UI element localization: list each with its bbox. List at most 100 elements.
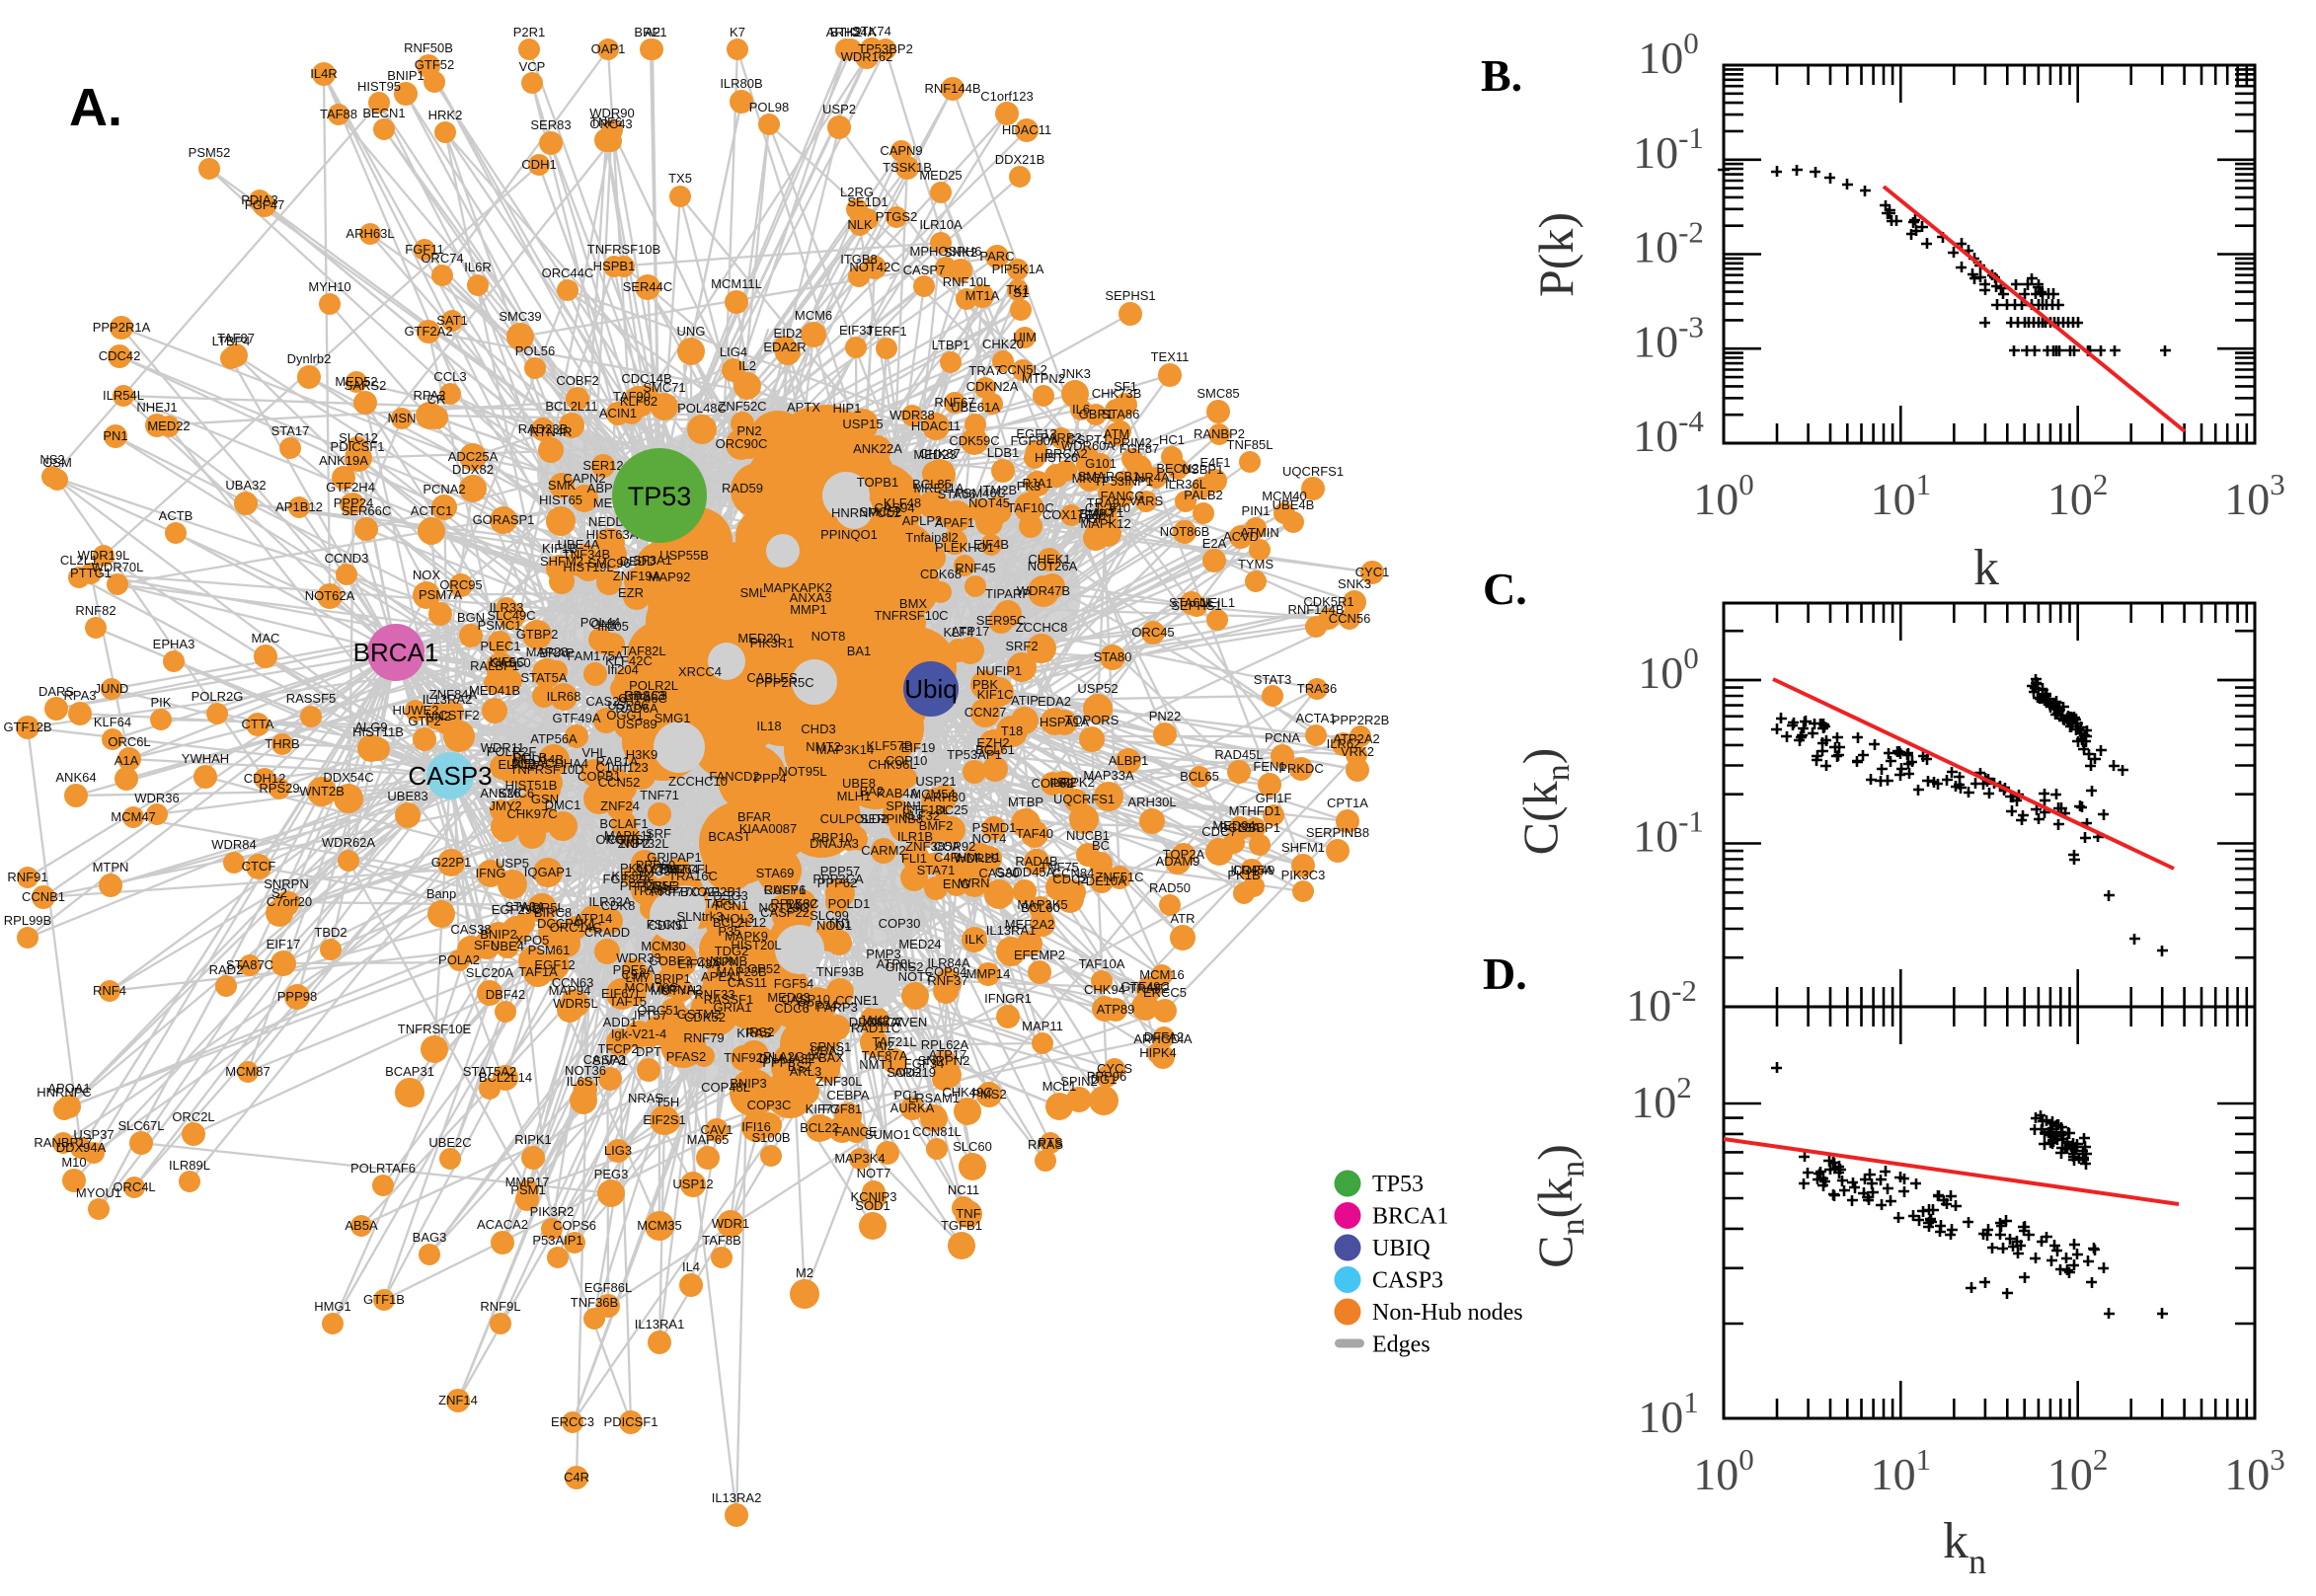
svg-text:CAS30: CAS30 (978, 866, 1019, 880)
svg-text:MED24: MED24 (898, 937, 941, 951)
svg-text:BTK2: BTK2 (830, 25, 863, 39)
svg-text:PSMC1: PSMC1 (478, 618, 522, 633)
svg-text:ZNF2: ZNF2 (618, 836, 651, 851)
svg-text:DDX82: DDX82 (452, 462, 494, 477)
svg-text:H3K9: H3K9 (626, 747, 658, 762)
svg-text:PPP69: PPP69 (636, 858, 675, 873)
svg-text:PSM1: PSM1 (510, 1182, 545, 1197)
svg-text:RNF144B: RNF144B (924, 81, 980, 96)
svg-text:BCL61: BCL61 (975, 742, 1015, 757)
svg-text:BCL60: BCL60 (1021, 900, 1060, 915)
svg-text:COP48L: COP48L (701, 1080, 750, 1095)
svg-text:ATR: ATR (1170, 911, 1195, 926)
svg-text:ORC74: ORC74 (421, 251, 463, 266)
svg-text:ZNF52C: ZNF52C (718, 399, 766, 414)
svg-text:TNFRSF10B: TNFRSF10B (587, 242, 660, 257)
svg-text:TOPB1: TOPB1 (857, 475, 898, 490)
svg-text:COPS6: COPS6 (553, 1218, 596, 1233)
svg-text:OGG1: OGG1 (606, 708, 644, 722)
svg-text:STAT3: STAT3 (1254, 672, 1292, 687)
svg-text:UBIQ: UBIQ (1372, 1236, 1430, 1261)
svg-text:BAX: BAX (818, 1050, 844, 1065)
svg-text:CPT1A: CPT1A (1327, 796, 1368, 810)
svg-text:SF1: SF1 (1114, 379, 1137, 394)
svg-text:POLD1: POLD1 (828, 896, 871, 911)
svg-text:ILR36L: ILR36L (1165, 477, 1206, 492)
svg-text:IL13RA2: IL13RA2 (712, 1490, 762, 1505)
svg-text:CYC1: CYC1 (1355, 565, 1390, 579)
svg-text:ARH30L: ARH30L (1127, 795, 1176, 809)
svg-text:C.: C. (1483, 564, 1527, 614)
svg-text:TP53: TP53 (1372, 1172, 1424, 1197)
svg-text:AVEN: AVEN (893, 1015, 927, 1029)
svg-text:TRA36: TRA36 (1297, 681, 1337, 696)
svg-text:TNF: TNF (956, 1206, 980, 1221)
svg-text:TNFRSF10E: TNFRSF10E (398, 1022, 472, 1036)
svg-text:APOA1: APOA1 (47, 1081, 90, 1096)
svg-text:MCM11L: MCM11L (711, 276, 762, 291)
svg-text:ITM2B: ITM2B (979, 483, 1017, 497)
svg-text:IL6R: IL6R (464, 260, 491, 274)
svg-text:PJA1: PJA1 (1022, 476, 1052, 491)
svg-text:KIAA0087: KIAA0087 (739, 821, 798, 836)
svg-text:P53AIP1: P53AIP1 (532, 1233, 582, 1248)
svg-text:CCNB1: CCNB1 (22, 889, 65, 904)
svg-text:HMG1: HMG1 (314, 1299, 351, 1314)
svg-text:COP52: COP52 (738, 961, 781, 976)
svg-text:STA80: STA80 (1094, 649, 1132, 664)
svg-text:WDR84: WDR84 (211, 837, 257, 852)
svg-text:PCNA2: PCNA2 (423, 482, 465, 496)
svg-text:PPP3CA: PPP3CA (812, 872, 864, 886)
svg-text:EID2: EID2 (774, 326, 803, 341)
svg-text:SE1D1: SE1D1 (847, 194, 888, 209)
svg-text:RAB4A: RAB4A (877, 786, 919, 800)
svg-text:k: k (1973, 540, 1999, 596)
svg-text:CCN81L: CCN81L (912, 1124, 962, 1139)
svg-text:PSM61: PSM61 (528, 943, 571, 957)
svg-text:WDR62A: WDR62A (322, 835, 376, 850)
svg-text:FAM175A: FAM175A (567, 648, 623, 663)
svg-text:ZCCHC10: ZCCHC10 (668, 774, 728, 789)
svg-text:NOX: NOX (413, 568, 441, 582)
svg-text:CDH1: CDH1 (521, 157, 556, 172)
svg-text:CHK87: CHK87 (919, 446, 961, 461)
svg-text:DPT: DPT (636, 1044, 661, 1059)
svg-text:BRCA1: BRCA1 (1372, 1204, 1448, 1230)
svg-text:ANK22A: ANK22A (853, 441, 902, 456)
svg-text:MYOU1: MYOU1 (76, 1185, 121, 1200)
svg-text:IL13RA1: IL13RA1 (635, 1317, 685, 1331)
svg-text:TP53: TP53 (628, 482, 692, 511)
svg-text:GTF2H4: GTF2H4 (326, 480, 375, 494)
svg-text:ATP56A: ATP56A (530, 731, 578, 746)
svg-text:HSPB1: HSPB1 (593, 259, 636, 273)
svg-text:LIG3: LIG3 (604, 1143, 632, 1158)
svg-text:MCM35: MCM35 (637, 1218, 682, 1233)
svg-text:MT1A: MT1A (965, 288, 1000, 303)
svg-text:CDH12: CDH12 (244, 771, 286, 786)
svg-text:CDK5: CDK5 (649, 918, 683, 933)
svg-text:TNFRSF10C: TNFRSF10C (874, 608, 948, 623)
svg-text:STA61L: STA61L (1169, 595, 1214, 610)
svg-text:A1A: A1A (115, 753, 139, 768)
svg-text:A.: A. (69, 78, 122, 137)
svg-text:MRE11A: MRE11A (913, 481, 964, 495)
svg-text:CCL3: CCL3 (433, 369, 466, 384)
svg-text:FGF82A: FGF82A (602, 872, 651, 886)
svg-text:DDX54C: DDX54C (323, 770, 373, 785)
svg-text:COP3C: COP3C (747, 1098, 792, 1112)
svg-text:Edges: Edges (1372, 1332, 1430, 1358)
svg-text:UQCRFS1: UQCRFS1 (1282, 464, 1344, 479)
svg-text:PC1: PC1 (893, 1088, 918, 1102)
svg-text:G22P1: G22P1 (431, 855, 471, 870)
svg-text:USP52: USP52 (1077, 681, 1118, 696)
svg-text:PPP8: PPP8 (762, 1055, 795, 1070)
svg-text:TAF15: TAF15 (609, 994, 647, 1009)
svg-text:ILR54L: ILR54L (103, 388, 144, 403)
svg-text:CAPN9: CAPN9 (880, 143, 922, 158)
svg-text:CHK94: CHK94 (1084, 982, 1125, 997)
svg-text:LTBP1: LTBP1 (932, 338, 970, 352)
svg-text:IQGAP1: IQGAP1 (524, 865, 572, 879)
svg-text:CTCF: CTCF (242, 859, 276, 874)
svg-text:ANK19A: ANK19A (319, 453, 368, 468)
svg-text:TAF8B: TAF8B (702, 1233, 741, 1248)
